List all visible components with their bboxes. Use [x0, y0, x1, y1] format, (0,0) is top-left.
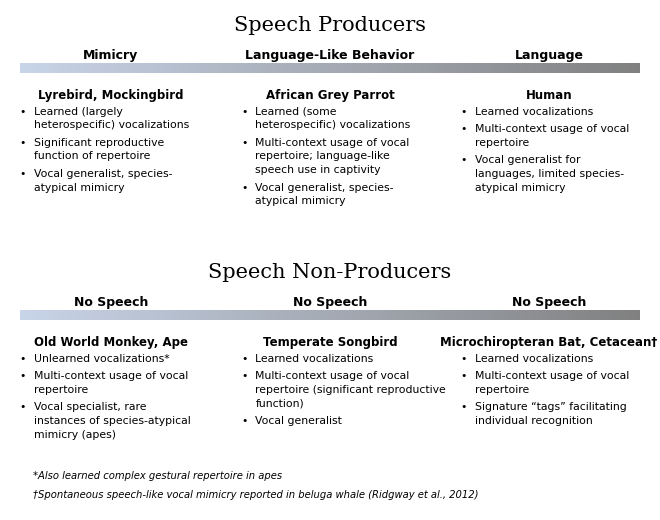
Text: Human: Human [526, 89, 572, 102]
Text: •: • [20, 354, 26, 363]
Text: •: • [20, 138, 26, 148]
Text: Language: Language [515, 49, 583, 62]
Text: †Spontaneous speech-like vocal mimicry reported in beluga whale (Ridgway et al.,: †Spontaneous speech-like vocal mimicry r… [33, 490, 478, 500]
Text: Mimicry: Mimicry [83, 49, 139, 62]
Text: Language-Like Behavior: Language-Like Behavior [246, 49, 414, 62]
Text: •: • [20, 371, 26, 381]
Text: Significant reproductive: Significant reproductive [34, 138, 164, 148]
Text: •: • [241, 183, 248, 192]
Text: Learned vocalizations: Learned vocalizations [475, 107, 593, 116]
Text: Lyrebird, Mockingbird: Lyrebird, Mockingbird [38, 89, 183, 102]
Text: atypical mimicry: atypical mimicry [475, 183, 565, 192]
Text: Vocal generalist, species-: Vocal generalist, species- [34, 169, 173, 179]
Text: Microchiropteran Bat, Cetacean†: Microchiropteran Bat, Cetacean† [440, 336, 658, 349]
Text: African Grey Parrot: African Grey Parrot [265, 89, 395, 102]
Text: Unlearned vocalizations*: Unlearned vocalizations* [34, 354, 170, 363]
Text: No Speech: No Speech [74, 296, 148, 309]
Text: •: • [241, 354, 248, 363]
Text: •: • [20, 107, 26, 116]
Text: •: • [460, 354, 467, 363]
Text: Speech Non-Producers: Speech Non-Producers [209, 263, 451, 282]
Text: Temperate Songbird: Temperate Songbird [263, 336, 397, 349]
Text: •: • [460, 402, 467, 412]
Text: repertoire: repertoire [475, 385, 529, 395]
Text: individual recognition: individual recognition [475, 416, 592, 426]
Text: •: • [460, 155, 467, 165]
Text: Signature “tags” facilitating: Signature “tags” facilitating [475, 402, 626, 412]
Text: Vocal generalist, species-: Vocal generalist, species- [255, 183, 394, 192]
Text: Speech Producers: Speech Producers [234, 16, 426, 35]
Text: atypical mimicry: atypical mimicry [34, 183, 125, 192]
Text: Multi-context usage of vocal: Multi-context usage of vocal [34, 371, 189, 381]
Text: •: • [241, 371, 248, 381]
Text: •: • [460, 371, 467, 381]
Text: •: • [460, 124, 467, 134]
Text: repertoire (significant reproductive: repertoire (significant reproductive [255, 385, 446, 395]
Text: Vocal generalist for: Vocal generalist for [475, 155, 580, 165]
Text: repertoire: repertoire [475, 138, 529, 148]
Text: atypical mimicry: atypical mimicry [255, 196, 346, 206]
Text: No Speech: No Speech [512, 296, 586, 309]
Text: •: • [241, 107, 248, 116]
Text: *Also learned complex gestural repertoire in apes: *Also learned complex gestural repertoir… [33, 471, 282, 480]
Text: Vocal generalist: Vocal generalist [255, 416, 343, 426]
Text: •: • [20, 402, 26, 412]
Text: Vocal specialist, rare: Vocal specialist, rare [34, 402, 147, 412]
Text: heterospecific) vocalizations: heterospecific) vocalizations [255, 120, 411, 130]
Text: Learned (largely: Learned (largely [34, 107, 123, 116]
Text: Learned vocalizations: Learned vocalizations [475, 354, 593, 363]
Text: speech use in captivity: speech use in captivity [255, 165, 381, 175]
Text: •: • [241, 138, 248, 148]
Text: No Speech: No Speech [293, 296, 367, 309]
Text: function of repertoire: function of repertoire [34, 151, 150, 161]
Text: heterospecific) vocalizations: heterospecific) vocalizations [34, 120, 189, 130]
Text: instances of species-atypical: instances of species-atypical [34, 416, 191, 426]
Text: repertoire; language-like: repertoire; language-like [255, 151, 390, 161]
Text: •: • [20, 169, 26, 179]
Text: Multi-context usage of vocal: Multi-context usage of vocal [475, 124, 629, 134]
Text: Multi-context usage of vocal: Multi-context usage of vocal [255, 138, 410, 148]
Text: Multi-context usage of vocal: Multi-context usage of vocal [255, 371, 410, 381]
Text: Learned (some: Learned (some [255, 107, 337, 116]
Text: function): function) [255, 398, 304, 408]
Text: •: • [241, 416, 248, 426]
Text: Multi-context usage of vocal: Multi-context usage of vocal [475, 371, 629, 381]
Text: Old World Monkey, Ape: Old World Monkey, Ape [34, 336, 188, 349]
Text: repertoire: repertoire [34, 385, 88, 395]
Text: mimicry (apes): mimicry (apes) [34, 430, 116, 439]
Text: languages, limited species-: languages, limited species- [475, 169, 624, 179]
Text: •: • [460, 107, 467, 116]
Text: Learned vocalizations: Learned vocalizations [255, 354, 374, 363]
